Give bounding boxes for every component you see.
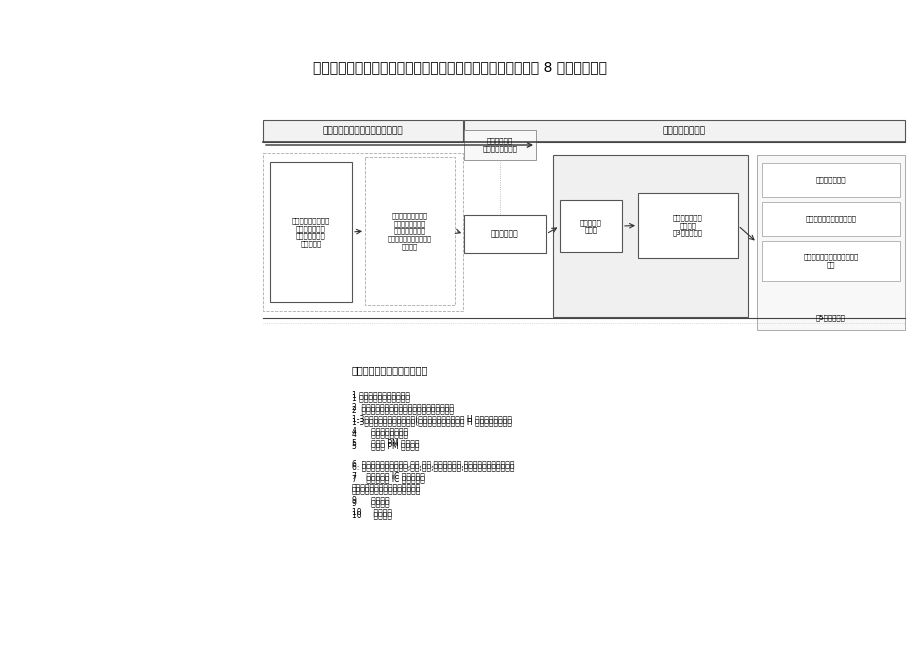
Bar	[560, 200, 621, 252]
Bar	[269, 162, 352, 302]
Bar	[637, 193, 737, 258]
Text: 10     道路公告: 10 道路公告	[352, 510, 391, 519]
Text: 企业投资项
目备案: 企业投资项 目备案	[580, 219, 601, 233]
Text: 5      建设工 PM 设计方案: 5 建设工 PM 设计方案	[352, 441, 419, 450]
Text: 4      款工程择扑计管图: 4 款工程择扑计管图	[352, 426, 408, 436]
Text: 6. 涉及电力出版保护间距,铁路,航道,园林等事项地,力能之相关范围审批意见: 6. 涉及电力出版保护间距,铁路,航道,园林等事项地,力能之相关范围审批意见	[352, 460, 514, 469]
Text: 工程建设质量监督报告、资本
申报: 工程建设质量监督报告、资本 申报	[802, 254, 857, 268]
Text: 应适中道路施工标准申报审批证明: 应适中道路施工标准申报审批证明	[352, 484, 421, 493]
Text: 1 征选工程规划许可申请书: 1 征选工程规划许可申请书	[352, 391, 410, 400]
Text: 焦作市水、气、热等市政管线类外线工程审批流程图（控制在 8 个工作日内）: 焦作市水、气、热等市政管线类外线工程审批流程图（控制在 8 个工作日内）	[312, 60, 607, 74]
Bar	[761, 163, 899, 197]
Text: 市政管线类外线工程所需材料: 市政管线类外线工程所需材料	[351, 365, 427, 375]
Text: 立项规划施工阶段: 立项规划施工阶段	[663, 126, 705, 135]
Bar	[463, 120, 904, 142]
Text: 新树文通安全占道施工申报: 新树文通安全占道施工申报	[805, 215, 856, 222]
Text: 建设审批申请
（市政公用单位）: 建设审批申请 （市政公用单位）	[482, 138, 517, 152]
Text: 水务、燃气、市环境
等公司分别通过办
理服务供水气热等
市政管线类外线工程到窗
审批手续: 水务、燃气、市环境 等公司分别通过办 理服务供水气热等 市政管线类外线工程到窗 …	[388, 212, 432, 249]
Bar	[756, 155, 904, 330]
Bar	[263, 153, 462, 311]
Bar	[761, 202, 899, 236]
Text: 2  行政许批法人机关批法人书或机构的代持用证: 2 行政许批法人机关批法人书或机构的代持用证	[352, 406, 453, 415]
Text: 应适中道路施工标准申报审批证明: 应适中道路施工标准申报审批证明	[352, 486, 421, 495]
Text: 市政类建设工程
规划许可
（3个工作日）: 市政类建设工程 规划许可 （3个工作日）	[673, 215, 702, 236]
Bar	[365, 157, 455, 305]
Text: （5个工作日）: （5个工作日）	[815, 314, 845, 322]
Text: 招图规划许可证: 招图规划许可证	[815, 176, 845, 184]
Bar	[463, 130, 536, 160]
Text: 2  行政许批法人机关批法人书或机构的代持用证: 2 行政许批法人机关批法人书或机构的代持用证	[352, 402, 453, 411]
Text: 9      交通意见: 9 交通意见	[352, 495, 390, 505]
Text: 使用单位向市政公用单位报装阶段: 使用单位向市政公用单位报装阶段	[323, 126, 403, 135]
Bar	[552, 155, 747, 317]
Text: 审批管理系统: 审批管理系统	[491, 230, 518, 238]
Bar	[263, 120, 462, 142]
Text: 1-3建设标批法定代会人中请(综合意）建设条校委托 H 和受委托人判作证: 1-3建设标批法定代会人中请(综合意）建设条校委托 H 和受委托人判作证	[352, 417, 512, 426]
Text: 7    开展占道施 IC 批准身份证: 7 开展占道施 IC 批准身份证	[352, 471, 425, 480]
Text: 4      款工程择扑计管图: 4 款工程择扑计管图	[352, 430, 408, 439]
Text: 6. 涉及电力出版保护间距,铁路,航道,园林等事项地,力能之相关范围审批意见: 6. 涉及电力出版保护间距,铁路,航道,园林等事项地,力能之相关范围审批意见	[352, 462, 514, 471]
Bar	[761, 241, 899, 281]
Text: 10     道路公告: 10 道路公告	[352, 508, 391, 516]
Text: 1-3建设标批法定代会人中请(综合意）建设条校委托 H 和受委托人判作证: 1-3建设标批法定代会人中请(综合意）建设条校委托 H 和受委托人判作证	[352, 415, 512, 424]
Bar	[463, 215, 545, 253]
Text: 用水、用气、用热、
等油政管线类外
线工程客服接办
理服务登录: 用水、用气、用热、 等油政管线类外 线工程客服接办 理服务登录	[291, 217, 330, 247]
Text: 5      建设工 PM 设计方案: 5 建设工 PM 设计方案	[352, 439, 419, 447]
Text: 9      交通意见: 9 交通意见	[352, 499, 390, 508]
Text: 1 征选工程规划许可申请书: 1 征选工程规划许可申请书	[352, 393, 410, 402]
Text: 7    开展占道施 IC 批准身份证: 7 开展占道施 IC 批准身份证	[352, 475, 425, 484]
